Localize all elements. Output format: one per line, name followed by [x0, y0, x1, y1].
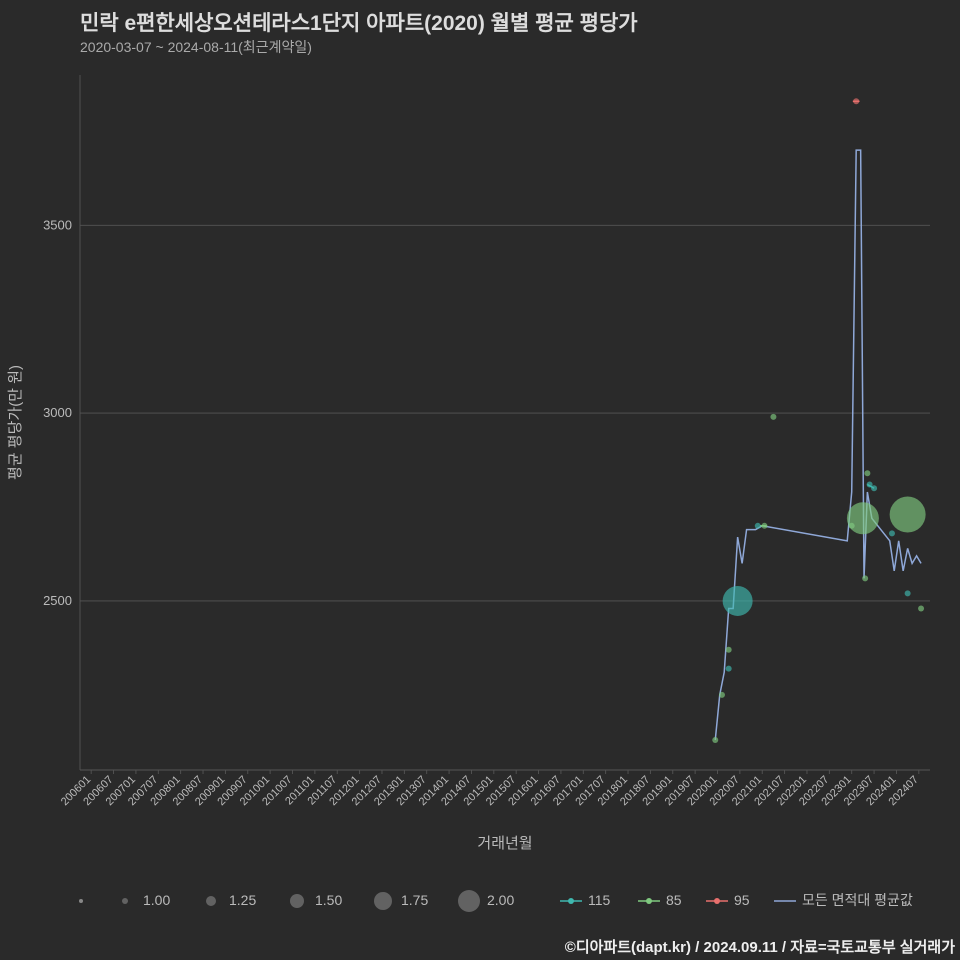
series-115-pt	[871, 485, 877, 491]
legend-size-label: 1.25	[229, 892, 256, 908]
series-85-pt	[712, 737, 718, 743]
legend-size-label: 1.00	[143, 892, 170, 908]
x-axis-label: 거래년월	[477, 835, 532, 852]
chart-caption: ©디아파트(dapt.kr) / 2024.09.11 / 자료=국토교통부 실…	[565, 939, 955, 956]
chart-subtitle: 2020-03-07 ~ 2024-08-11(최근계약일)	[80, 39, 312, 55]
series-115-pt	[905, 590, 911, 596]
chart-title: 민락 e편한세상오션테라스1단지 아파트(2020) 월별 평균 평당가	[80, 12, 638, 35]
legend-size-label: 2.00	[487, 892, 514, 908]
legend-color-pt	[646, 898, 652, 904]
series-85-pt	[761, 523, 767, 529]
legend-color-label: 95	[734, 892, 750, 908]
series-85-pt	[719, 692, 725, 698]
series-115-pt	[889, 530, 895, 536]
series-85-pt	[847, 502, 879, 534]
legend-size-label: 1.75	[401, 892, 428, 908]
series-85-pt	[864, 470, 870, 476]
ytick-label: 2500	[43, 593, 72, 608]
legend-size-swatch	[122, 898, 128, 904]
legend-size-dot	[79, 899, 83, 903]
legend-size-swatch	[290, 894, 304, 908]
chart-bg	[0, 0, 960, 960]
series-85-pt	[726, 647, 732, 653]
legend-size-swatch	[458, 890, 480, 912]
legend-color-pt	[714, 898, 720, 904]
series-115-pt	[726, 666, 732, 672]
y-axis-label: 평균 평당가(만 원)	[7, 365, 24, 480]
series-85-pt	[862, 575, 868, 581]
series-115-pt	[723, 586, 753, 616]
series-85-pt	[918, 605, 924, 611]
legend-color-pt	[568, 898, 574, 904]
ytick-label: 3500	[43, 217, 72, 232]
legend-size-swatch	[206, 896, 216, 906]
series-85-pt	[770, 414, 776, 420]
legend-color-label: 모든 면적대 평균값	[802, 892, 913, 908]
series-95-pt	[853, 98, 859, 104]
chart: 민락 e편한세상오션테라스1단지 아파트(2020) 월별 평균 평당가 202…	[0, 0, 960, 960]
legend-color-label: 85	[666, 892, 682, 908]
ytick-label: 3000	[43, 405, 72, 420]
series-85-pt	[890, 497, 926, 533]
legend-size-label: 1.50	[315, 892, 342, 908]
legend-size-swatch	[374, 892, 392, 910]
legend-color-label: 115	[588, 892, 611, 908]
series-115-pt	[755, 523, 761, 529]
